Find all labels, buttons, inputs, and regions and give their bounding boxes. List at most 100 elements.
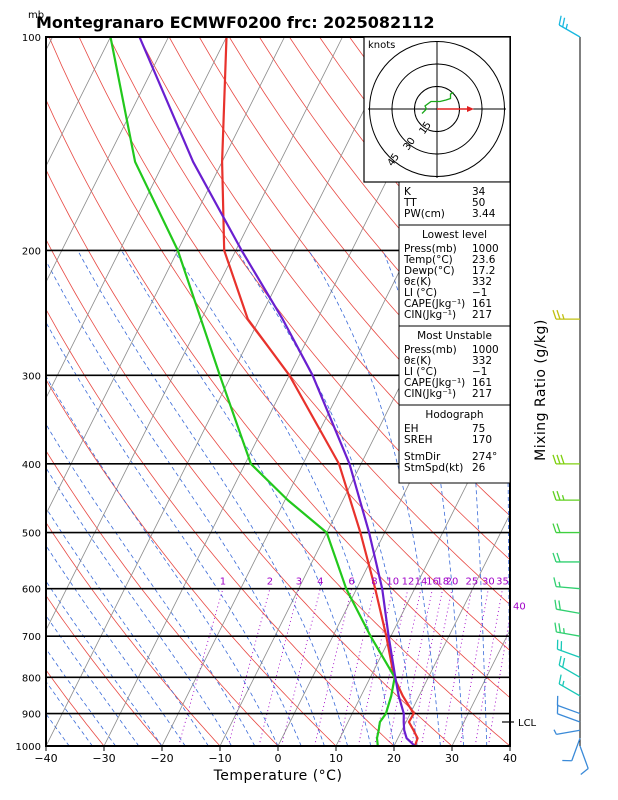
temperature-tick-label: 20 bbox=[387, 752, 401, 765]
wind-barb bbox=[552, 309, 580, 320]
wind-barb-staff bbox=[556, 729, 581, 736]
hodograph-trace bbox=[421, 91, 454, 114]
pressure-tick-label: 300 bbox=[22, 371, 41, 382]
hodograph-units-label: knots bbox=[368, 40, 395, 51]
hodograph-block-header: Hodograph bbox=[425, 409, 483, 421]
wind-barb-staff bbox=[571, 737, 581, 761]
index-most-unstable-label: LI (°C) bbox=[404, 366, 437, 378]
temperature-tick-label: −10 bbox=[208, 752, 231, 765]
index-most-unstable-label: θε(K) bbox=[404, 355, 431, 367]
index-top-value: 50 bbox=[472, 197, 485, 209]
isotherm-line bbox=[46, 37, 285, 515]
temperature-tick-label: −20 bbox=[150, 752, 173, 765]
lowest-level-header: Lowest level bbox=[422, 229, 487, 241]
dry-adiabat-line bbox=[46, 98, 510, 699]
index-most-unstable-label: CIN(Jkg⁻¹) bbox=[404, 388, 456, 400]
index-lowest-label: CIN(Jkg⁻¹) bbox=[404, 309, 456, 321]
mixing-ratio-label: 1 bbox=[220, 577, 226, 588]
wind-barb-half-feather bbox=[561, 313, 565, 320]
dry-adiabat-line bbox=[46, 238, 453, 746]
mixing-ratio-label: 30 bbox=[482, 577, 495, 588]
mixing-ratio-line bbox=[258, 588, 300, 746]
index-lowest-label: Temp(°C) bbox=[403, 254, 453, 266]
index-top-value: 34 bbox=[472, 186, 486, 198]
wind-barb bbox=[552, 552, 580, 563]
index-lowest-label: Press(mb) bbox=[404, 243, 457, 255]
temperature-tick-label: 30 bbox=[445, 752, 459, 765]
wind-barb-feather bbox=[553, 577, 557, 587]
mixing-ratio-label: 20 bbox=[446, 577, 459, 588]
wind-barb-feather bbox=[558, 623, 561, 633]
pressure-tick-label: 100 bbox=[22, 33, 41, 44]
index-lowest-label: CAPE(Jkg⁻¹) bbox=[404, 298, 465, 310]
index-top-label: PW(cm) bbox=[404, 208, 445, 220]
pressure-tick-label: 1000 bbox=[16, 742, 41, 753]
wind-barb-feather bbox=[554, 599, 558, 610]
wind-barb-feather bbox=[560, 454, 565, 465]
mixing-ratio-label: 14 bbox=[415, 577, 428, 588]
index-hodograph-label: SREH bbox=[404, 434, 433, 446]
index-lowest-label: LI (°C) bbox=[404, 287, 437, 299]
temperature-tick-labels: −40 −30 −20 −10 0 10 20 30 40 bbox=[34, 746, 517, 765]
wind-barb-half-feather bbox=[561, 494, 565, 501]
wind-barb-feather bbox=[556, 552, 561, 563]
index-top-label: TT bbox=[403, 197, 417, 209]
wind-barb-feather bbox=[556, 490, 561, 501]
wind-barb-feather bbox=[554, 622, 558, 633]
index-hodograph-label: EH bbox=[404, 423, 419, 435]
moist-adiabat-line bbox=[46, 507, 209, 746]
moist-adiabat-line bbox=[308, 250, 441, 746]
dry-adiabat-line bbox=[46, 521, 221, 746]
wind-barb bbox=[552, 523, 580, 534]
pressure-tick-label: 600 bbox=[22, 585, 41, 596]
wind-barb-feather bbox=[552, 523, 557, 533]
index-most-unstable-label: Press(mb) bbox=[404, 344, 457, 356]
dry-adiabat-line bbox=[108, 37, 510, 561]
wind-barb-feather bbox=[580, 768, 589, 775]
mixing-ratio-label: 18 bbox=[436, 577, 449, 588]
dewpoint-profile-line bbox=[109, 37, 396, 746]
wind-barb-feather bbox=[552, 552, 557, 563]
wind-barb-feather bbox=[552, 309, 557, 320]
wind-barb bbox=[558, 674, 581, 697]
moist-adiabat-line bbox=[46, 614, 140, 746]
wind-barb bbox=[553, 577, 581, 590]
index-lowest-value: 23.6 bbox=[472, 254, 496, 266]
dry-adiabat-line bbox=[168, 37, 510, 474]
index-hodograph-label: StmSpd(kt) bbox=[404, 462, 463, 474]
isotherm-line bbox=[509, 745, 510, 746]
mixing-ratio-label: 2 bbox=[267, 577, 273, 588]
temperature-tick-label: −30 bbox=[92, 752, 115, 765]
mixing-ratio-label: 40 bbox=[513, 602, 526, 613]
index-most-unstable-value: 1000 bbox=[472, 344, 499, 356]
index-lowest-value: 1000 bbox=[472, 243, 499, 255]
index-lowest-value: 161 bbox=[472, 298, 492, 310]
mixing-ratio-label: 12 bbox=[402, 577, 415, 588]
temperature-tick-label: 40 bbox=[503, 752, 517, 765]
wind-barb-half-feather bbox=[558, 581, 561, 588]
dry-adiabat-line bbox=[138, 37, 510, 517]
index-most-unstable-value: 217 bbox=[472, 388, 492, 400]
wind-barb-feather bbox=[562, 657, 566, 668]
wind-barb bbox=[556, 695, 581, 715]
isotherm-line bbox=[46, 37, 343, 631]
pressure-tick-label: 200 bbox=[22, 246, 41, 257]
index-most-unstable-value: −1 bbox=[472, 366, 487, 378]
isotherm-line bbox=[393, 513, 510, 746]
mixing-ratio-label: 16 bbox=[426, 577, 439, 588]
wind-barb bbox=[554, 622, 581, 637]
mixing-ratio-line bbox=[227, 588, 271, 746]
dry-adiabat-line bbox=[46, 669, 105, 746]
index-hodograph-value: 26 bbox=[472, 462, 486, 474]
index-lowest-value: −1 bbox=[472, 287, 487, 299]
moist-adiabat-line bbox=[236, 250, 418, 746]
index-hodograph-value: 274° bbox=[472, 451, 497, 463]
wind-barb-half-feather bbox=[553, 729, 557, 735]
dry-adiabat-line bbox=[46, 450, 279, 746]
parcel-profile-line bbox=[138, 37, 416, 746]
temperature-tick-label: 10 bbox=[329, 752, 343, 765]
moist-adiabat-line bbox=[46, 713, 70, 746]
isotherm-line bbox=[46, 37, 401, 746]
